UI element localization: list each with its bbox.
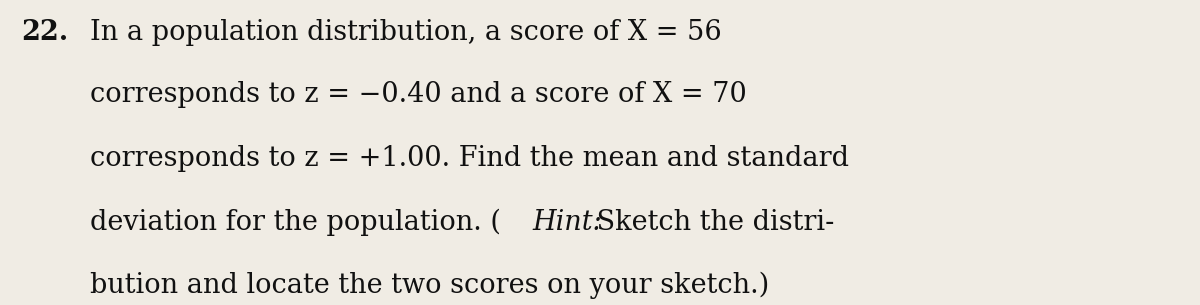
Text: In a population distribution, a score of X = 56: In a population distribution, a score of…	[90, 19, 721, 46]
Text: corresponds to z = +1.00. Find the mean and standard: corresponds to z = +1.00. Find the mean …	[90, 145, 850, 172]
Text: 22.: 22.	[22, 19, 68, 46]
Text: Sketch the distri-: Sketch the distri-	[588, 209, 834, 236]
Text: bution and locate the two scores on your sketch.): bution and locate the two scores on your…	[90, 271, 769, 299]
Text: deviation for the population. (: deviation for the population. (	[90, 209, 500, 236]
Text: Hint:: Hint:	[533, 209, 602, 236]
Text: corresponds to z = −0.40 and a score of X = 70: corresponds to z = −0.40 and a score of …	[90, 81, 746, 108]
